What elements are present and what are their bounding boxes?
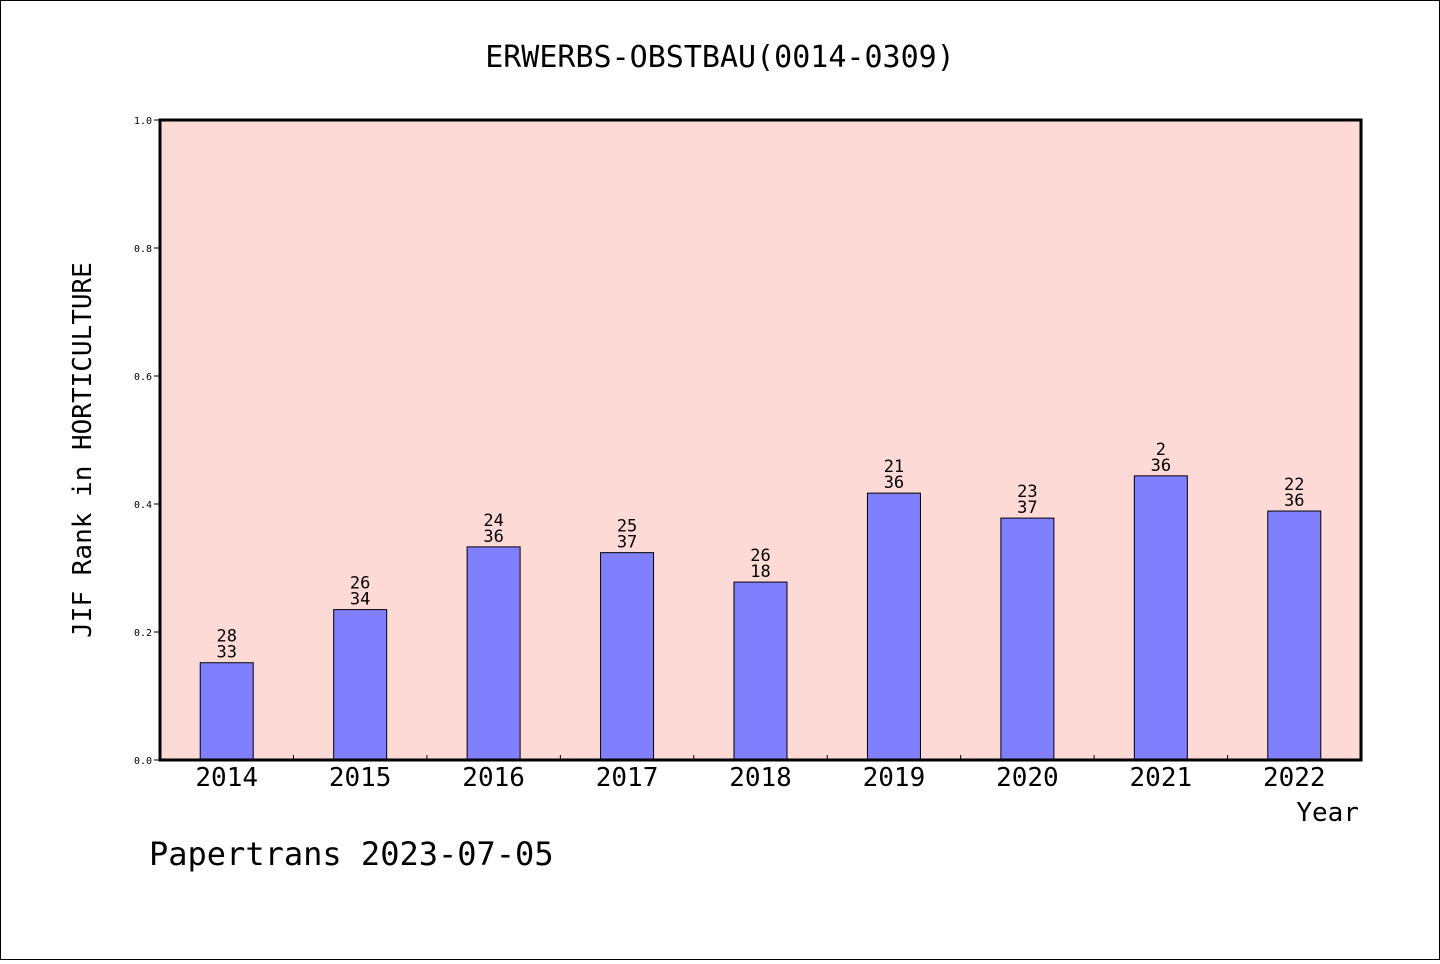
x-tick-label: 2014 (195, 763, 258, 793)
bar-label-rank: 28 (216, 627, 236, 647)
y-tick-label: 0.2 (134, 628, 152, 639)
bar-label-total: 34 (350, 590, 370, 610)
y-tick-label: 0.6 (134, 372, 152, 383)
x-tick-label: 2021 (1130, 763, 1193, 793)
x-tick-label: 2020 (996, 763, 1059, 793)
x-tick-label: 2016 (462, 763, 525, 793)
bar-label-total: 37 (617, 533, 637, 553)
bar-label-total: 36 (884, 473, 904, 493)
bar (866, 492, 921, 761)
bar (466, 546, 521, 761)
bar (1000, 517, 1055, 761)
y-tick-label: 0.0 (134, 756, 152, 767)
bar-label-rank: 21 (884, 457, 904, 477)
bar-label-total: 33 (216, 643, 236, 663)
plot-border (158, 118, 1363, 762)
x-tick-label: 2015 (329, 763, 392, 793)
bar-label-total: 36 (483, 527, 503, 547)
x-axis-label: Year (1296, 798, 1359, 828)
y-tick-label: 0.8 (134, 244, 152, 255)
bar-label-rank: 26 (350, 574, 370, 594)
y-axis: 0.0 0.2 0.4 0.6 0.8 1.0 (134, 116, 160, 767)
bar (1133, 475, 1188, 761)
y-tick-label: 0.4 (134, 500, 152, 511)
bar (733, 581, 788, 761)
x-axis: 2014 2015 2016 2017 2018 2019 2020 2021 2022 (195, 755, 1326, 793)
bar-label-total: 36 (1284, 491, 1304, 511)
bar-label-rank: 25 (617, 517, 637, 537)
x-tick-label: 2019 (863, 763, 926, 793)
bar (199, 662, 254, 761)
x-tick-label: 2017 (596, 763, 659, 793)
bar (333, 609, 388, 761)
bar-label-rank: 22 (1284, 475, 1304, 495)
bar-label-rank: 23 (1017, 482, 1037, 502)
footer-credit: Papertrans 2023-07-05 (149, 835, 554, 873)
x-tick-label: 2022 (1263, 763, 1326, 793)
bar-group (199, 475, 1322, 761)
bar-label-rank: 26 (750, 546, 770, 566)
bar-label-rank: 24 (483, 511, 503, 531)
bar-label-rank: 2 (1156, 440, 1166, 460)
bar (600, 552, 655, 761)
bar-label-total: 18 (750, 562, 770, 582)
bar (1267, 510, 1322, 761)
x-tick-label: 2018 (729, 763, 792, 793)
bar-label-total: 37 (1017, 498, 1037, 518)
y-axis-label: JIF Rank in HORTICULTURE (68, 262, 98, 638)
bar-label-total: 36 (1151, 456, 1171, 476)
chart-title: ERWERBS-OBSTBAU(0014-0309) (485, 40, 955, 75)
y-tick-label: 1.0 (134, 116, 152, 127)
